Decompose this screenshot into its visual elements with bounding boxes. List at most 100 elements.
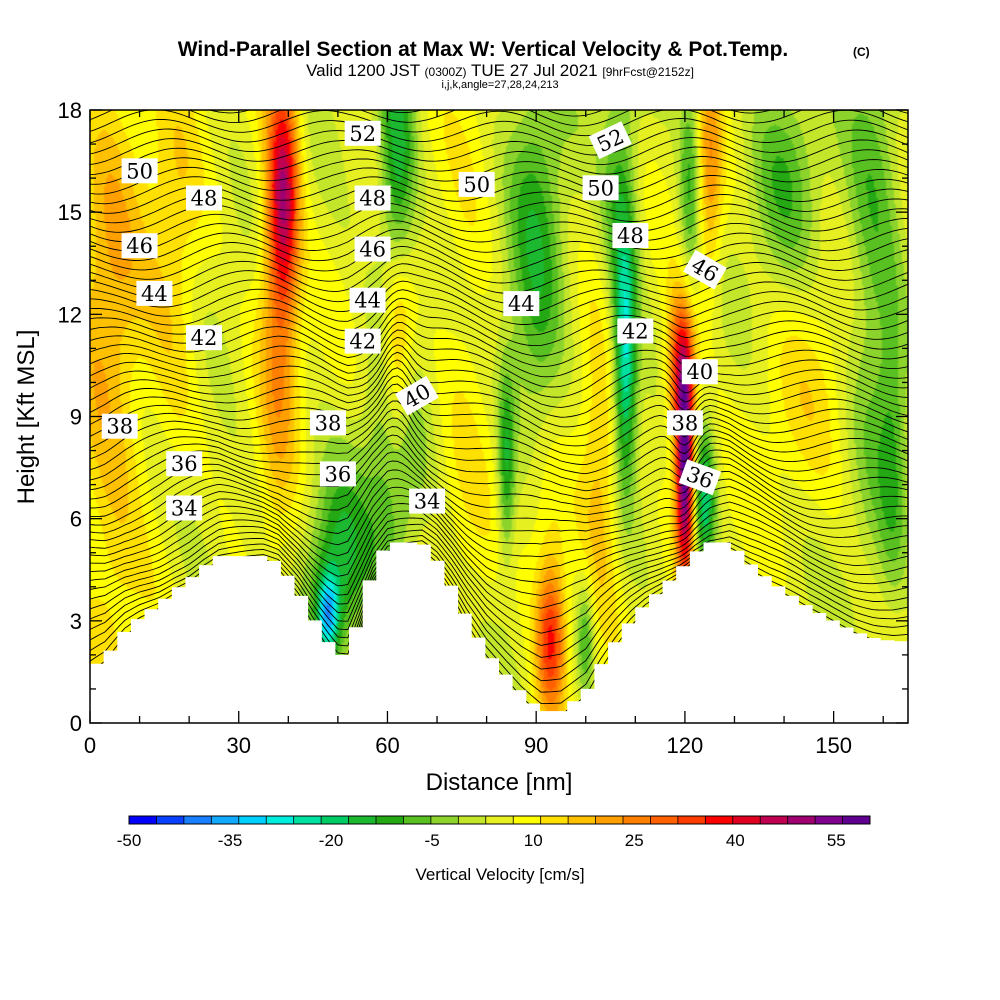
- isentrope-label: 36: [319, 461, 356, 487]
- isentrope-label-box: [166, 451, 203, 477]
- isentrope-line: [90, 523, 908, 634]
- isentrope-label-box: [121, 158, 158, 184]
- isentrope-label-text: 40: [686, 360, 713, 384]
- isentrope-label-box: [666, 410, 703, 436]
- y-tick-label: 12: [58, 302, 82, 327]
- isentrope-label: 44: [349, 287, 386, 313]
- isentrope-label: 34: [409, 488, 446, 514]
- isentrope-label: 52: [344, 120, 381, 146]
- isentrope-line: [90, 495, 908, 583]
- isentrope-line: [90, 392, 908, 466]
- colorbar-swatch: [348, 816, 377, 824]
- isentrope-line: [90, 460, 908, 534]
- colorbar-swatch: [568, 816, 596, 824]
- isentrope-line: [90, 184, 908, 214]
- valid-time-line: Valid 1200 JST (0300Z) TUE 27 Jul 2021 […: [306, 61, 694, 80]
- y-tick-label: 15: [58, 200, 82, 225]
- x-axis-title: Distance [nm]: [426, 769, 573, 796]
- valid-prefix: Valid 1200 JST: [306, 61, 420, 80]
- isentrope-label-text: 50: [126, 159, 153, 183]
- isentrope-label: 36: [166, 451, 203, 477]
- isentrope-line: [90, 118, 908, 146]
- isentrope-line: [90, 211, 908, 243]
- x-tick-label: 120: [667, 733, 704, 758]
- isentrope-line: [90, 237, 908, 274]
- colorbar-swatch: [238, 816, 267, 824]
- terrain: [90, 542, 908, 723]
- isentrope-label-box: [121, 233, 158, 259]
- isentrope-label-text: 36: [325, 462, 352, 486]
- y-tick-label: 18: [58, 98, 82, 123]
- isentrope-line: [90, 486, 908, 571]
- isentrope-line: [90, 202, 908, 233]
- isentrope-label: 44: [136, 280, 173, 306]
- copyright-mark: (C): [853, 45, 870, 59]
- colorbar-swatch: [485, 816, 514, 824]
- isentrope-line: [90, 359, 908, 428]
- isentrope-label: 44: [503, 291, 540, 317]
- isentrope-label: 42: [617, 318, 654, 344]
- colorbar-swatch: [458, 816, 487, 824]
- isentrope-label-text: 36: [171, 452, 198, 476]
- colorbar-swatch: [376, 816, 404, 824]
- colorbar-tick-label: -35: [218, 831, 243, 850]
- colorbar-swatch: [321, 816, 349, 824]
- isentrope-label: 38: [310, 410, 346, 436]
- isentrope-label: 38: [101, 413, 138, 439]
- isentrope-line: [90, 443, 908, 518]
- colorbar-tick-label: 40: [726, 831, 745, 850]
- colorbar-swatch: [650, 816, 679, 824]
- isentrope-line: [90, 469, 908, 545]
- colorbar-swatch: [540, 816, 569, 824]
- isentrope-label-box: [617, 318, 654, 344]
- colorbar-swatch: [732, 816, 761, 824]
- isentrope-label-text: 44: [141, 282, 168, 306]
- isentrope-label-box: [395, 375, 439, 416]
- isentrope-line: [90, 194, 908, 224]
- isentrope-label-text: 50: [587, 176, 614, 200]
- isentrope-label-box: [344, 120, 381, 146]
- isentrope-line: [90, 535, 908, 658]
- isentrope-line: [90, 272, 908, 315]
- isentrope-line: [90, 127, 908, 156]
- isentrope-label: 38: [666, 410, 703, 436]
- y-axis-title: Height [Kft MSL]: [13, 330, 40, 505]
- forecast-info: [9hrFcst@2152z]: [602, 65, 694, 79]
- isentrope-label-text: 42: [349, 330, 376, 354]
- isentrope-label-text: 46: [126, 234, 153, 258]
- isentrope-label: 50: [582, 175, 619, 201]
- isentrope-line: [90, 367, 908, 437]
- isentrope-line: [90, 165, 908, 195]
- isentrope-label-box: [354, 236, 391, 262]
- isentrope-label-text: 42: [191, 326, 218, 350]
- isentrope-line: [90, 517, 908, 622]
- x-tick-label: 0: [84, 733, 96, 758]
- isentrope-line: [90, 245, 908, 284]
- valid-date: TUE 27 Jul 2021: [471, 61, 598, 80]
- isentrope-label-box: [101, 413, 138, 439]
- isentrope-label-box: [588, 121, 632, 160]
- isentrope-label-text: 50: [463, 173, 490, 197]
- isentrope-label: 34: [166, 495, 203, 521]
- plot-area: 5048464442383634524846444240383634504452…: [90, 110, 908, 723]
- colorbar-swatch: [266, 816, 295, 824]
- isentrope-label: 50: [121, 158, 158, 184]
- isentrope-line: [90, 383, 908, 456]
- isentrope-label: 48: [612, 223, 649, 248]
- colorbar-swatch: [293, 816, 322, 824]
- isentrope-label-text: 44: [508, 292, 535, 316]
- y-tick-label: 3: [70, 609, 82, 634]
- isentrope-line: [90, 503, 908, 596]
- x-tick-label: 90: [524, 733, 548, 758]
- x-tick-label: 150: [815, 733, 852, 758]
- isentrope-label-box: [186, 325, 222, 351]
- colorbar-swatch: [623, 816, 651, 824]
- isentrope-line: [90, 329, 908, 388]
- isentrope-label-box: [683, 249, 727, 290]
- colorbar-tick-label: -50: [117, 831, 142, 850]
- isentrope-label-text: 48: [359, 187, 386, 211]
- axis-ticks: [89, 109, 908, 724]
- colorbar-swatch: [156, 816, 185, 824]
- colorbar-title: Vertical Velocity [cm/s]: [415, 865, 584, 884]
